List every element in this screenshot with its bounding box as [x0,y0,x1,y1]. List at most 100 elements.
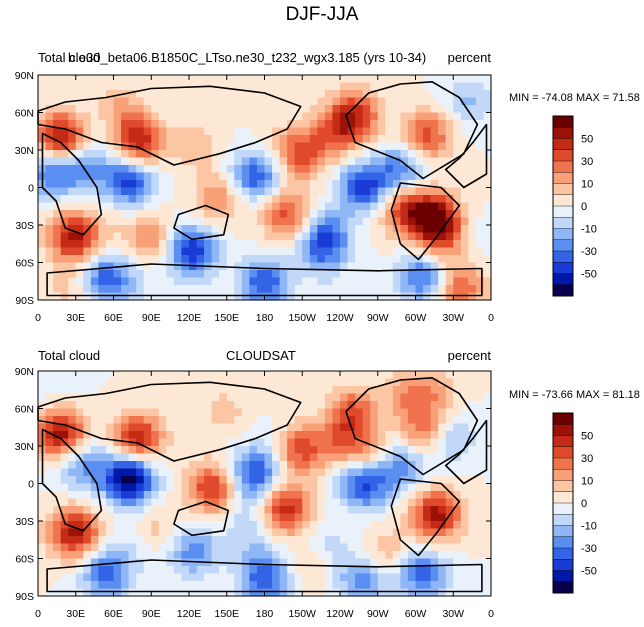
panel2-colorbar-swatch [552,435,574,448]
panel1-x-tick-label: 30E [66,312,85,324]
panel2-y-tick-label: 90N [15,366,34,378]
panel2-y-tick-label: 60N [15,404,34,416]
coastline-2 [444,419,488,485]
panel2-colorbar-label: -10 [581,521,597,533]
field-cells [38,75,492,301]
panel2-colorbar-swatch [552,412,574,425]
panel2-x-tick-label: 150E [214,608,239,620]
panel1-x-tick-label: 150W [289,312,317,324]
panel2-minmax: MIN = -73.66 MAX = 81.18 [509,389,640,401]
panel2-x-tick-label: 30E [66,608,85,620]
panel1-colorbar-label: 0 [581,201,587,213]
panel2-colorbar-swatch [552,559,574,572]
panel2-colorbar-label: 30 [581,453,593,465]
panel1-y-tick-label: 30S [15,220,34,232]
panel1-colorbar-swatch [552,284,574,297]
panel2-x-tick-label: 0 [488,608,494,620]
coastlines [37,377,488,593]
panel2-x-tick-label: 90E [142,608,161,620]
panel1-x-tick-label: 120E [177,312,202,324]
panel2-colorbar-swatch [552,480,574,493]
panel1-colorbar-swatch [552,194,574,207]
panel2-colorbar-label: 50 [581,431,593,443]
panel2-colorbar-swatch [552,446,574,459]
coastline-6 [46,263,483,297]
panel1-colorbar: 50 30 10 0 -10 -30 -50 [552,115,597,297]
panel1-colorbar-swatch [552,262,574,275]
panel2-colorbar-label: 10 [581,476,593,488]
panel2-center-title: CLOUDSAT [226,348,296,363]
panel2-x-tick-label: 30W [442,608,464,620]
panel2-right-title: percent [447,348,491,363]
panel2-colorbar-swatch [552,581,574,594]
panel1-colorbar-label: -30 [581,246,597,258]
panel1-colorbar-swatch [552,115,574,128]
panel1-colorbar-swatch [552,138,574,151]
panel2-x-tick-label: 180 [256,608,274,620]
panel2-colorbar-swatch [552,536,574,549]
field-cells [38,371,492,597]
panel1-x-tick-label: 90W [367,312,389,324]
panel1-x-tick-label: 0 [35,312,41,324]
panel1-colorbar-label: 30 [581,156,593,168]
panel2-map: 0 30E 60E 90E 120E 150E 180 150W 120W 90W 60W 30W 09… [15,366,494,620]
panel2-colorbar-swatch [552,469,574,482]
panel2-x-tick-label: 150W [289,608,317,620]
panel1-x-tick-label: 30W [442,312,464,324]
coastline-3 [41,132,103,236]
panel1-y-tick-label: 90N [15,70,34,82]
panel2-colorbar-label: -50 [581,566,597,578]
panel1-colorbar-swatch [552,127,574,140]
panel2-y-tick-label: 60S [15,554,34,566]
panel1-y-tick-label: 60S [15,258,34,270]
panel1-x-tick-label: 120W [326,312,354,324]
panel1-colorbar-label: -50 [581,269,597,281]
panel1-x-tick-label: 180 [256,312,274,324]
panel2-x-tick-label: 120E [177,608,202,620]
panel2-colorbar-swatch [552,547,574,560]
coastline-0 [345,377,479,476]
panel1-y-tick-label: 90S [15,295,34,307]
panel1-colorbar-label: 50 [581,134,593,146]
panel1-right-title: percent [447,50,491,65]
panel1-colorbar-label: 10 [581,179,593,191]
coastline-6 [46,559,483,593]
panel1-colorbar-swatch [552,160,574,173]
coastline-1 [390,182,461,261]
panel2-colorbar-label: 0 [581,498,587,510]
panel1-y-tick-label: 30N [15,145,34,157]
panel1-colorbar-swatch [552,273,574,286]
panel1-colorbar-swatch [552,172,574,185]
panel1-colorbar-swatch [552,205,574,218]
coastline-4 [37,85,302,166]
panel2-colorbar-swatch [552,570,574,583]
coastline-4 [37,381,302,462]
panel1-x-tick-label: 60E [104,312,123,324]
panel2-colorbar-swatch [552,514,574,527]
panel1-center-title: b.e30_beta06.B1850C_LTso.ne30_t232_wgx3.… [68,50,427,65]
panel1-x-tick-label: 60W [405,312,427,324]
coastline-0 [345,81,479,180]
coastlines [37,81,488,297]
panel2-colorbar-swatch [552,424,574,437]
panel1-colorbar-swatch [552,228,574,241]
panel1-colorbar-swatch [552,250,574,263]
panel2-x-tick-label: 0 [35,608,41,620]
panel2-x-tick-label: 60W [405,608,427,620]
panel2-left-title: Total cloud [38,348,101,363]
panel1-y-tick-label: 0 [28,183,34,195]
panel1-y-tick-label: 60N [15,108,34,120]
panel2-y-tick-label: 0 [28,479,34,491]
panel2-y-tick-label: 90S [15,591,34,603]
panel2-x-tick-label: 120W [326,608,354,620]
panel2-y-tick-label: 30N [15,441,34,453]
panel1-colorbar-swatch [552,217,574,230]
coastline-5 [173,204,230,241]
panel1-colorbar-swatch [552,183,574,196]
panel2-colorbar-swatch [552,525,574,538]
panel2-colorbar: 50 30 10 0 -10 -30 -50 [552,412,597,594]
coastline-5 [173,500,230,537]
panel1-colorbar-swatch [552,149,574,162]
panel2-x-tick-label: 60E [104,608,123,620]
coastline-2 [444,123,488,189]
